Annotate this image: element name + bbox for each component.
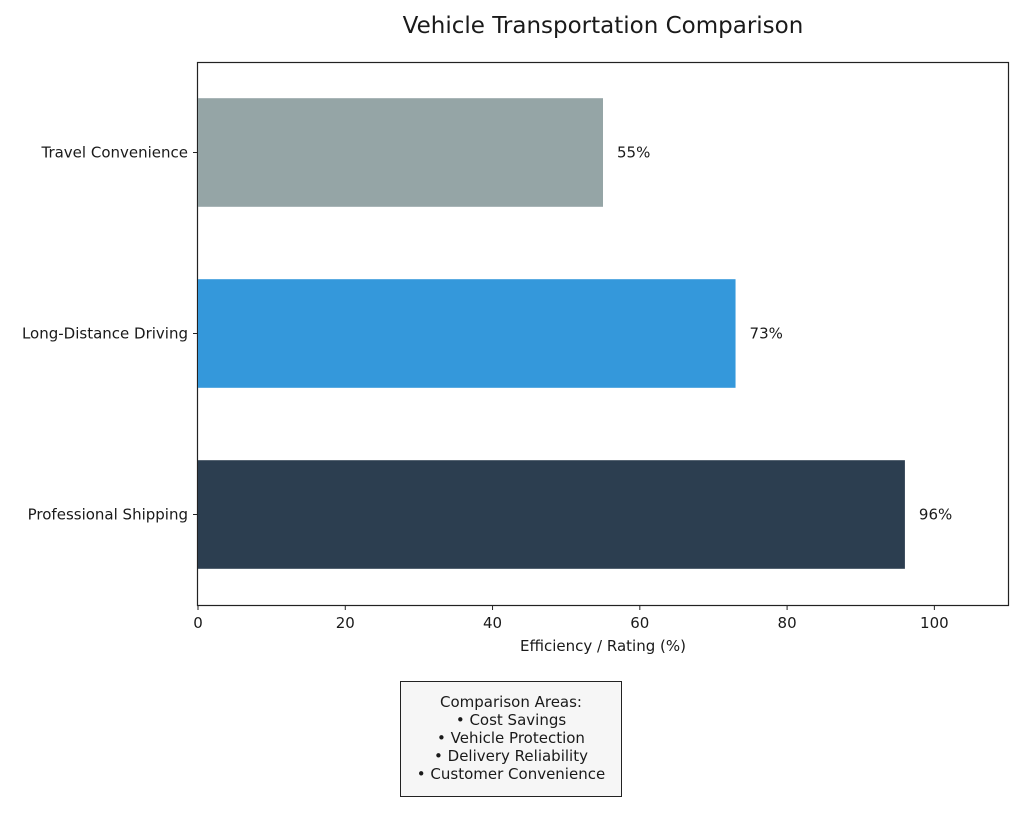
- x-tick-label: 100: [920, 614, 949, 632]
- x-tick-label: 60: [630, 614, 649, 632]
- note-heading: Comparison Areas:: [440, 693, 582, 711]
- note-item: • Cost Savings: [455, 711, 567, 729]
- x-tick-label: 80: [778, 614, 797, 632]
- chart-title: Vehicle Transportation Comparison: [403, 13, 804, 39]
- bar: [198, 279, 736, 388]
- bar-value-label: 55%: [617, 144, 650, 162]
- x-tick-label: 0: [193, 614, 203, 632]
- y-tick-label: Long-Distance Driving: [22, 325, 188, 343]
- bar: [198, 460, 905, 569]
- bar-value-label: 96%: [919, 506, 952, 524]
- y-tick-label: Travel Convenience: [40, 144, 188, 162]
- x-axis: 0 20 40 60 80 100: [193, 605, 949, 632]
- note-item: • Customer Convenience: [416, 765, 606, 783]
- x-tick-label: 20: [336, 614, 355, 632]
- note-item: • Vehicle Protection: [437, 729, 585, 747]
- y-tick-label: Professional Shipping: [28, 506, 188, 524]
- bar: [198, 98, 603, 207]
- bars-layer: 55% 73% 96%: [198, 98, 952, 569]
- x-tick-label: 40: [483, 614, 502, 632]
- note-item: • Delivery Reliability: [434, 747, 588, 765]
- comparison-areas-note: Comparison Areas: • Cost Savings • Vehic…: [400, 681, 622, 797]
- y-axis: Travel Convenience Long-Distance Driving P…: [22, 144, 198, 524]
- bar-value-label: 73%: [750, 325, 783, 343]
- x-axis-label: Efficiency / Rating (%): [520, 637, 686, 655]
